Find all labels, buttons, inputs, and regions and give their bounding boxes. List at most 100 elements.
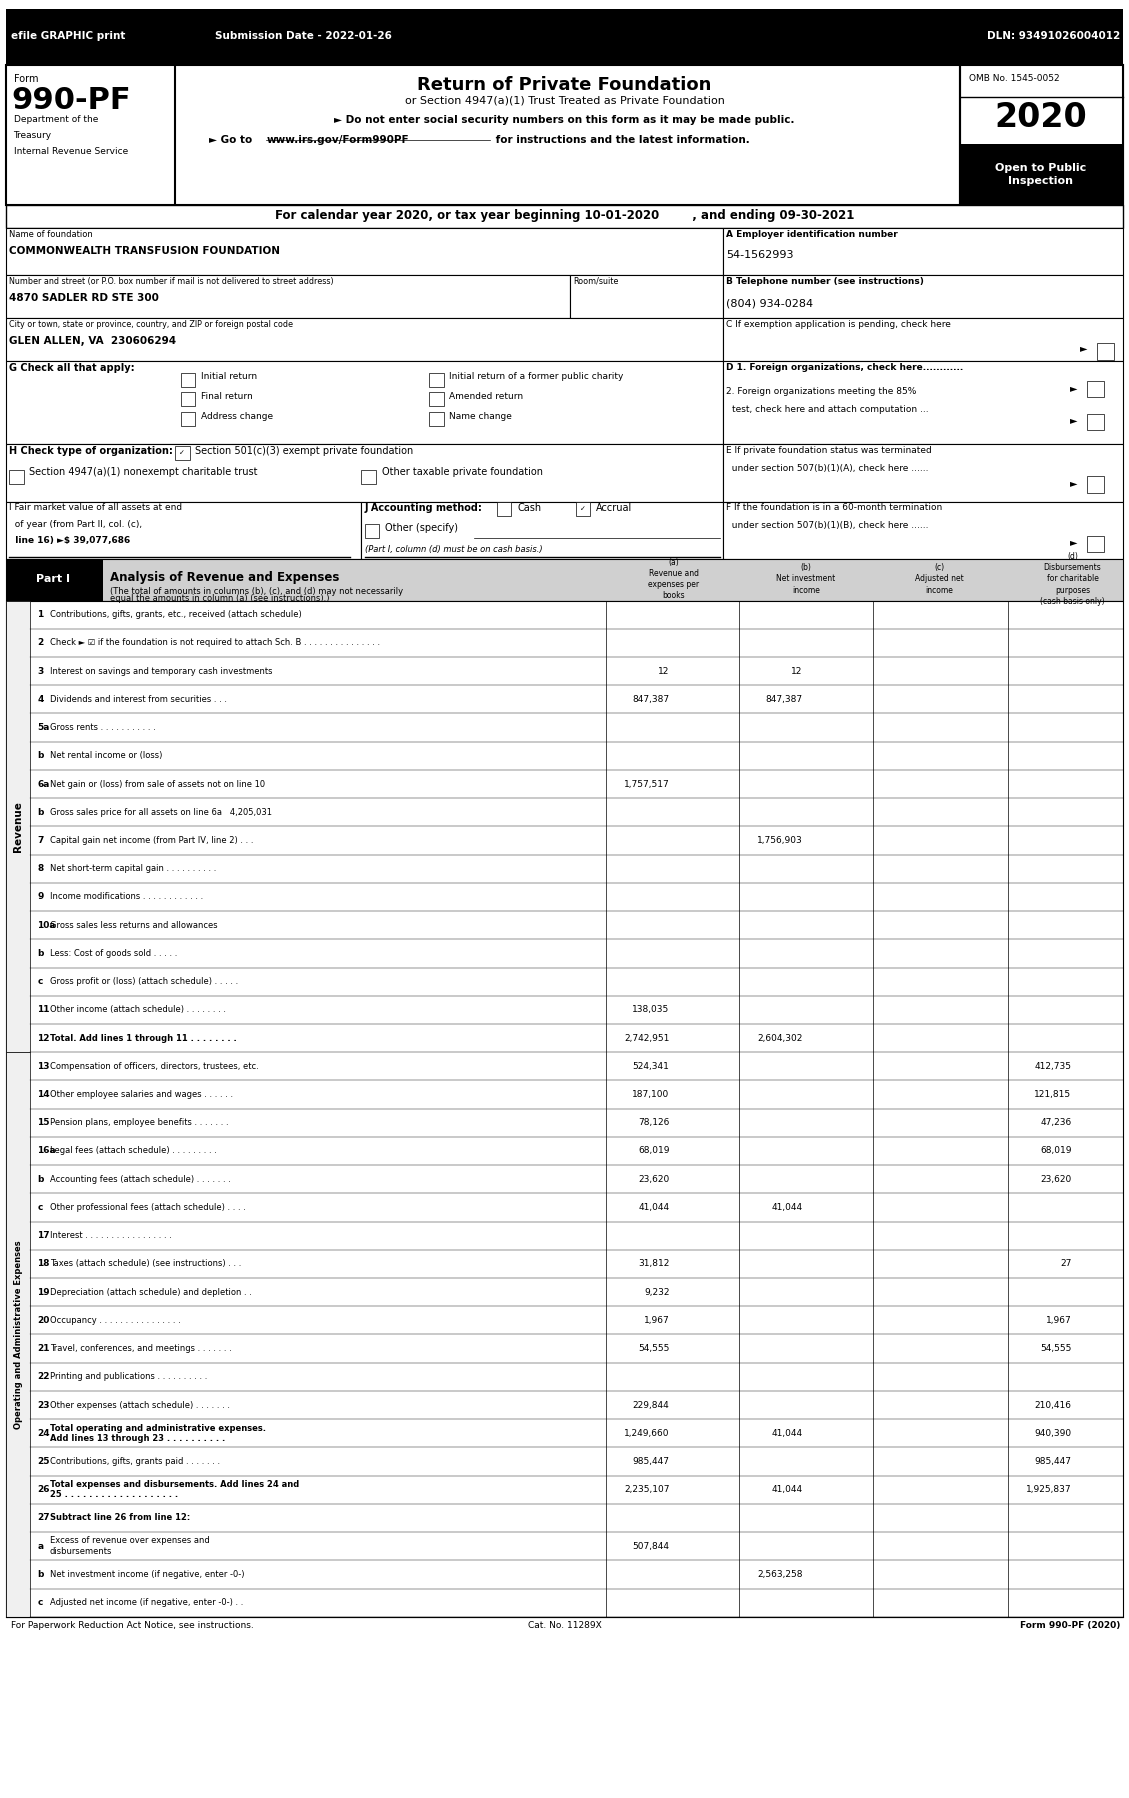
Text: equal the amounts in column (a) (see instructions).): equal the amounts in column (a) (see ins… <box>110 593 329 604</box>
Text: Capital gain net income (from Part IV, line 2) . . .: Capital gain net income (from Part IV, l… <box>50 836 253 845</box>
Text: 229,844: 229,844 <box>632 1401 669 1410</box>
Text: 121,815: 121,815 <box>1034 1090 1071 1099</box>
Text: Other income (attach schedule) . . . . . . . .: Other income (attach schedule) . . . . .… <box>50 1005 226 1014</box>
Text: Contributions, gifts, grants, etc., received (attach schedule): Contributions, gifts, grants, etc., rece… <box>50 610 301 619</box>
Text: Revenue: Revenue <box>14 800 23 852</box>
Text: 41,044: 41,044 <box>771 1485 803 1494</box>
Text: Section 501(c)(3) exempt private foundation: Section 501(c)(3) exempt private foundat… <box>195 446 413 457</box>
Text: 25: 25 <box>37 1456 50 1465</box>
Text: b: b <box>37 949 44 958</box>
Text: test, check here and attach computation ...: test, check here and attach computation … <box>732 405 928 414</box>
Text: City or town, state or province, country, and ZIP or foreign postal code: City or town, state or province, country… <box>9 320 294 329</box>
Text: Room/suite: Room/suite <box>574 277 619 286</box>
Bar <box>723 361 1123 444</box>
Text: Part I: Part I <box>36 574 70 584</box>
Text: (d)
Disbursements
for charitable
purposes
(cash basis only): (d) Disbursements for charitable purpose… <box>1040 552 1105 606</box>
Bar <box>6 559 103 601</box>
Text: 2,604,302: 2,604,302 <box>758 1034 803 1043</box>
Bar <box>6 275 570 318</box>
Text: 1: 1 <box>37 610 44 619</box>
Text: 27: 27 <box>37 1514 50 1523</box>
Bar <box>1087 381 1104 397</box>
Bar <box>6 502 361 559</box>
Text: 187,100: 187,100 <box>632 1090 669 1099</box>
Text: 9,232: 9,232 <box>644 1287 669 1296</box>
Text: GLEN ALLEN, VA  230606294: GLEN ALLEN, VA 230606294 <box>9 336 176 347</box>
Text: Operating and Administrative Expenses: Operating and Administrative Expenses <box>14 1241 23 1429</box>
Text: Amended return: Amended return <box>449 392 524 401</box>
Bar <box>1087 414 1104 430</box>
Text: Printing and publications . . . . . . . . . .: Printing and publications . . . . . . . … <box>50 1372 207 1381</box>
Bar <box>6 601 30 1052</box>
Text: ►: ► <box>1070 478 1078 489</box>
Text: 1,967: 1,967 <box>644 1316 669 1325</box>
Text: 41,044: 41,044 <box>638 1203 669 1212</box>
Text: 23,620: 23,620 <box>1040 1174 1071 1183</box>
Text: Name of foundation: Name of foundation <box>9 230 93 239</box>
Text: 24: 24 <box>37 1429 50 1438</box>
Text: 507,844: 507,844 <box>632 1541 669 1550</box>
Bar <box>6 559 1123 601</box>
Text: 18: 18 <box>37 1259 50 1268</box>
Text: 27: 27 <box>1060 1259 1071 1268</box>
Text: Cat. No. 11289X: Cat. No. 11289X <box>527 1622 602 1631</box>
Text: Other professional fees (attach schedule) . . . .: Other professional fees (attach schedule… <box>50 1203 245 1212</box>
Text: line 16) ►$ 39,077,686: line 16) ►$ 39,077,686 <box>9 536 130 545</box>
Text: b: b <box>37 752 44 761</box>
Text: Subtract line 26 from line 12:: Subtract line 26 from line 12: <box>50 1514 190 1523</box>
Bar <box>497 502 511 516</box>
Text: 2: 2 <box>37 638 44 647</box>
Text: 1,756,903: 1,756,903 <box>756 836 803 845</box>
Text: H Check type of organization:: H Check type of organization: <box>9 446 173 457</box>
Text: Treasury: Treasury <box>14 131 52 140</box>
Text: 990-PF: 990-PF <box>11 86 131 115</box>
Text: J Accounting method:: J Accounting method: <box>365 503 482 514</box>
Text: Net rental income or (loss): Net rental income or (loss) <box>50 752 163 761</box>
Text: 138,035: 138,035 <box>632 1005 669 1014</box>
Text: Adjusted net income (if negative, enter -0-) . .: Adjusted net income (if negative, enter … <box>50 1598 243 1607</box>
Text: efile GRAPHIC print: efile GRAPHIC print <box>11 31 125 41</box>
Bar <box>723 502 1123 559</box>
Text: ► Do not enter social security numbers on this form as it may be made public.: ► Do not enter social security numbers o… <box>334 115 795 126</box>
Text: Net short-term capital gain . . . . . . . . . .: Net short-term capital gain . . . . . . … <box>50 865 216 874</box>
Bar <box>6 601 1123 1616</box>
Bar <box>181 392 195 406</box>
Text: 985,447: 985,447 <box>1034 1456 1071 1465</box>
Text: Travel, conferences, and meetings . . . . . . .: Travel, conferences, and meetings . . . … <box>50 1345 231 1354</box>
Text: I Fair market value of all assets at end: I Fair market value of all assets at end <box>9 503 182 512</box>
Text: 7: 7 <box>37 836 44 845</box>
Text: 23,620: 23,620 <box>638 1174 669 1183</box>
Text: b: b <box>37 807 44 816</box>
Text: Dividends and interest from securities . . .: Dividends and interest from securities .… <box>50 694 227 703</box>
Text: 68,019: 68,019 <box>638 1147 669 1156</box>
Text: Department of the: Department of the <box>14 115 98 124</box>
Text: Total operating and administrative expenses.
Add lines 13 through 23 . . . . . .: Total operating and administrative expen… <box>50 1424 265 1444</box>
Bar <box>1097 343 1114 360</box>
Text: Gross rents . . . . . . . . . . .: Gross rents . . . . . . . . . . . <box>50 723 156 732</box>
Text: ►: ► <box>1080 343 1088 354</box>
Text: 2020: 2020 <box>995 101 1087 133</box>
Text: Return of Private Foundation: Return of Private Foundation <box>418 76 711 93</box>
Text: (Part I, column (d) must be on cash basis.): (Part I, column (d) must be on cash basi… <box>365 545 542 554</box>
Text: a: a <box>37 1541 43 1550</box>
Bar <box>960 65 1123 205</box>
Text: Other expenses (attach schedule) . . . . . . .: Other expenses (attach schedule) . . . .… <box>50 1401 229 1410</box>
Text: 6a: 6a <box>37 780 50 789</box>
Text: 54,555: 54,555 <box>1040 1345 1071 1354</box>
Text: 68,019: 68,019 <box>1040 1147 1071 1156</box>
Text: Interest . . . . . . . . . . . . . . . . .: Interest . . . . . . . . . . . . . . . .… <box>50 1232 172 1241</box>
Text: 2,742,951: 2,742,951 <box>624 1034 669 1043</box>
Text: under section 507(b)(1)(B), check here ......: under section 507(b)(1)(B), check here .… <box>726 521 928 530</box>
Text: For Paperwork Reduction Act Notice, see instructions.: For Paperwork Reduction Act Notice, see … <box>11 1622 254 1631</box>
Text: Compensation of officers, directors, trustees, etc.: Compensation of officers, directors, tru… <box>50 1063 259 1072</box>
Bar <box>429 392 444 406</box>
Text: Check ► ☑ if the foundation is not required to attach Sch. B . . . . . . . . . .: Check ► ☑ if the foundation is not requi… <box>50 638 379 647</box>
Text: 47,236: 47,236 <box>1040 1118 1071 1127</box>
Bar <box>9 469 24 484</box>
Text: 26: 26 <box>37 1485 50 1494</box>
Text: Open to Public
Inspection: Open to Public Inspection <box>996 164 1086 185</box>
Bar <box>570 275 723 318</box>
Text: Interest on savings and temporary cash investments: Interest on savings and temporary cash i… <box>50 667 272 676</box>
Text: Occupancy . . . . . . . . . . . . . . . .: Occupancy . . . . . . . . . . . . . . . … <box>50 1316 181 1325</box>
Text: 210,416: 210,416 <box>1034 1401 1071 1410</box>
